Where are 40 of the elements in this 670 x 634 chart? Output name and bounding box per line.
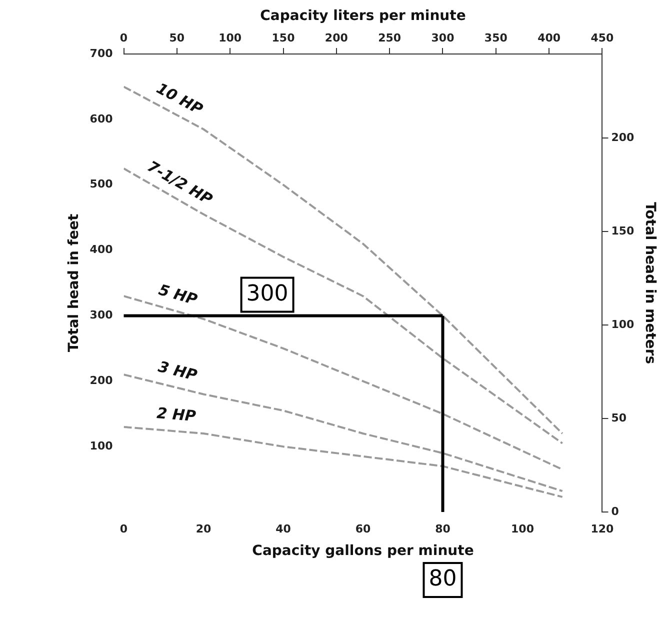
- text: 5 HP: [156, 280, 200, 309]
- y2-tick-label: 200: [611, 130, 635, 144]
- y-tick-label: 100: [90, 439, 114, 452]
- line-series: [124, 426, 564, 498]
- y2-tick-label: 0: [611, 504, 620, 518]
- x2-tick-label: 400: [538, 31, 561, 44]
- y2-axis-title: Total head in meters: [642, 202, 658, 364]
- y-tick-label: 600: [90, 112, 114, 126]
- ref-line-label: 80: [428, 566, 457, 592]
- y-axis-title: Total head in feet: [66, 214, 82, 352]
- x2-tick-label: 150: [272, 31, 296, 44]
- x-tick-label: 80: [435, 522, 451, 536]
- y2-tick-label: 150: [611, 224, 635, 238]
- x-tick-label: 20: [196, 522, 212, 536]
- series-label: 2 HP: [156, 404, 197, 426]
- text: 10 HP: [154, 79, 206, 118]
- x2-tick-label: 350: [484, 31, 508, 44]
- y-tick-label: 300: [90, 308, 114, 322]
- x-tick-label: 40: [276, 522, 292, 536]
- x2-axis-title: Capacity liters per minute: [260, 8, 466, 24]
- y-tick-label: 500: [90, 178, 114, 191]
- text: 3 HP: [156, 358, 199, 384]
- y2-tick-label: 50: [611, 411, 627, 424]
- x-axis-title: Capacity gallons per minute: [252, 543, 474, 560]
- x2-tick-label: 250: [378, 31, 402, 44]
- y-tick-label: 700: [90, 46, 114, 60]
- y-tick-label: 200: [90, 374, 114, 387]
- x2-tick-label: 100: [218, 31, 242, 44]
- x2-tick-label: 0: [120, 31, 128, 44]
- x-tick-label: 60: [355, 522, 371, 536]
- x-tick-label: 0: [120, 522, 128, 536]
- x2-tick-label: 50: [169, 31, 185, 44]
- y-tick-label: 400: [90, 243, 114, 256]
- x-tick-label: 120: [590, 522, 614, 536]
- x-tick-label: 100: [511, 522, 534, 536]
- x2-tick-label: 450: [590, 31, 614, 44]
- x2-tick-label: 300: [431, 31, 455, 44]
- ref-line-label: 300: [246, 281, 288, 306]
- y2-tick-label: 100: [611, 318, 635, 331]
- x2-tick-label: 200: [324, 31, 348, 44]
